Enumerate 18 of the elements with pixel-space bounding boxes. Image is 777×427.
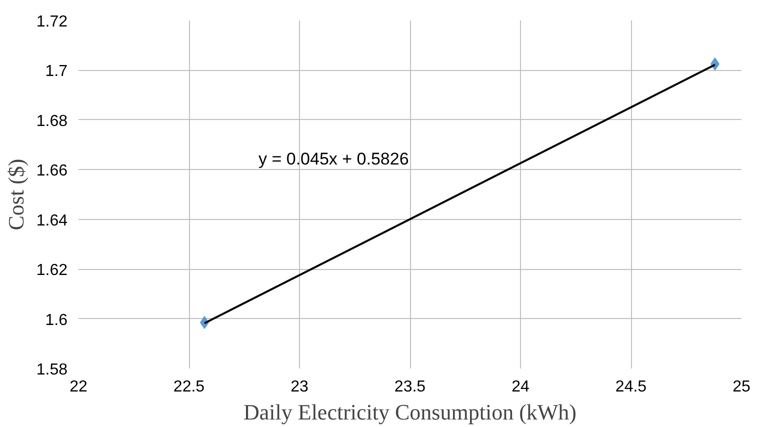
x-tick-label: 25 — [732, 378, 750, 396]
x-tick-label: 22.5 — [173, 378, 205, 396]
x-tick-label: 23.5 — [394, 378, 426, 396]
x-axis-title: Daily Electricity Consumption (kWh) — [244, 400, 577, 424]
annotation: y = 0.045x + 0.5826 — [258, 150, 409, 168]
y-tick-label: 1.68 — [36, 112, 68, 130]
y-tick-label: 1.62 — [36, 262, 68, 280]
y-tick-label: 1.7 — [45, 63, 68, 80]
y-tick-label: 1.58 — [36, 362, 68, 378]
x-tick-label: 24 — [512, 378, 530, 396]
y-tick-label: 1.64 — [36, 212, 68, 230]
x-tick-label: 22 — [70, 378, 88, 396]
y-tick-label: 1.72 — [36, 14, 68, 30]
x-tick-label: 23 — [290, 378, 308, 396]
y-tick-label: 1.66 — [36, 162, 68, 180]
y-axis-title: Cost ($) — [3, 158, 28, 230]
x-tick-label: 24.5 — [615, 378, 647, 396]
y-tick-label: 1.6 — [45, 312, 68, 329]
